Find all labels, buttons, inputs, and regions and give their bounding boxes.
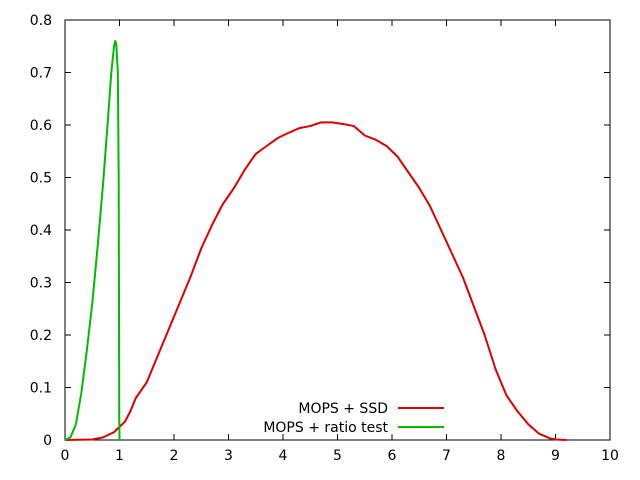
y-tick-label: 0.2: [30, 328, 52, 344]
x-tick-label: 4: [279, 448, 288, 464]
y-tick-label: 0.4: [30, 223, 52, 239]
y-tick-label: 0.1: [30, 381, 52, 397]
x-tick-label: 5: [333, 448, 342, 464]
legend-label-mops-ssd: MOPS + SSD: [298, 401, 388, 417]
y-tick-label: 0.8: [30, 13, 52, 29]
x-tick-label: 3: [224, 448, 233, 464]
series-line-mops-ratio-test: [64, 40, 121, 441]
y-tick-label: 0.3: [30, 276, 52, 292]
y-tick-label: 0.7: [30, 66, 52, 82]
x-tick-label: 8: [497, 448, 506, 464]
x-tick-label: 9: [551, 448, 560, 464]
y-tick-label: 0.5: [30, 171, 52, 187]
x-tick-label: 6: [388, 448, 397, 464]
axis-ticks: 0 1 2 3 4 5 6 7 8 9 10 0 0.1 0.2 0.3 0.4 0.5 0.6 0.7 0.8: [30, 13, 619, 464]
x-tick-label: 0: [61, 448, 70, 464]
x-tick-label: 2: [170, 448, 179, 464]
y-tick-label: 0.6: [30, 118, 52, 134]
x-tick-label: 1: [115, 448, 124, 464]
x-tick-label: 10: [601, 448, 619, 464]
legend: MOPS + SSD MOPS + ratio test: [263, 401, 444, 436]
plot-frame: [64, 19, 611, 441]
series-line-mops-ssd: [64, 121, 567, 441]
legend-label-mops-ratio-test: MOPS + ratio test: [263, 420, 388, 436]
series-lines: [64, 40, 567, 441]
y-tick-label: 0: [43, 433, 52, 449]
x-tick-label: 7: [442, 448, 451, 464]
